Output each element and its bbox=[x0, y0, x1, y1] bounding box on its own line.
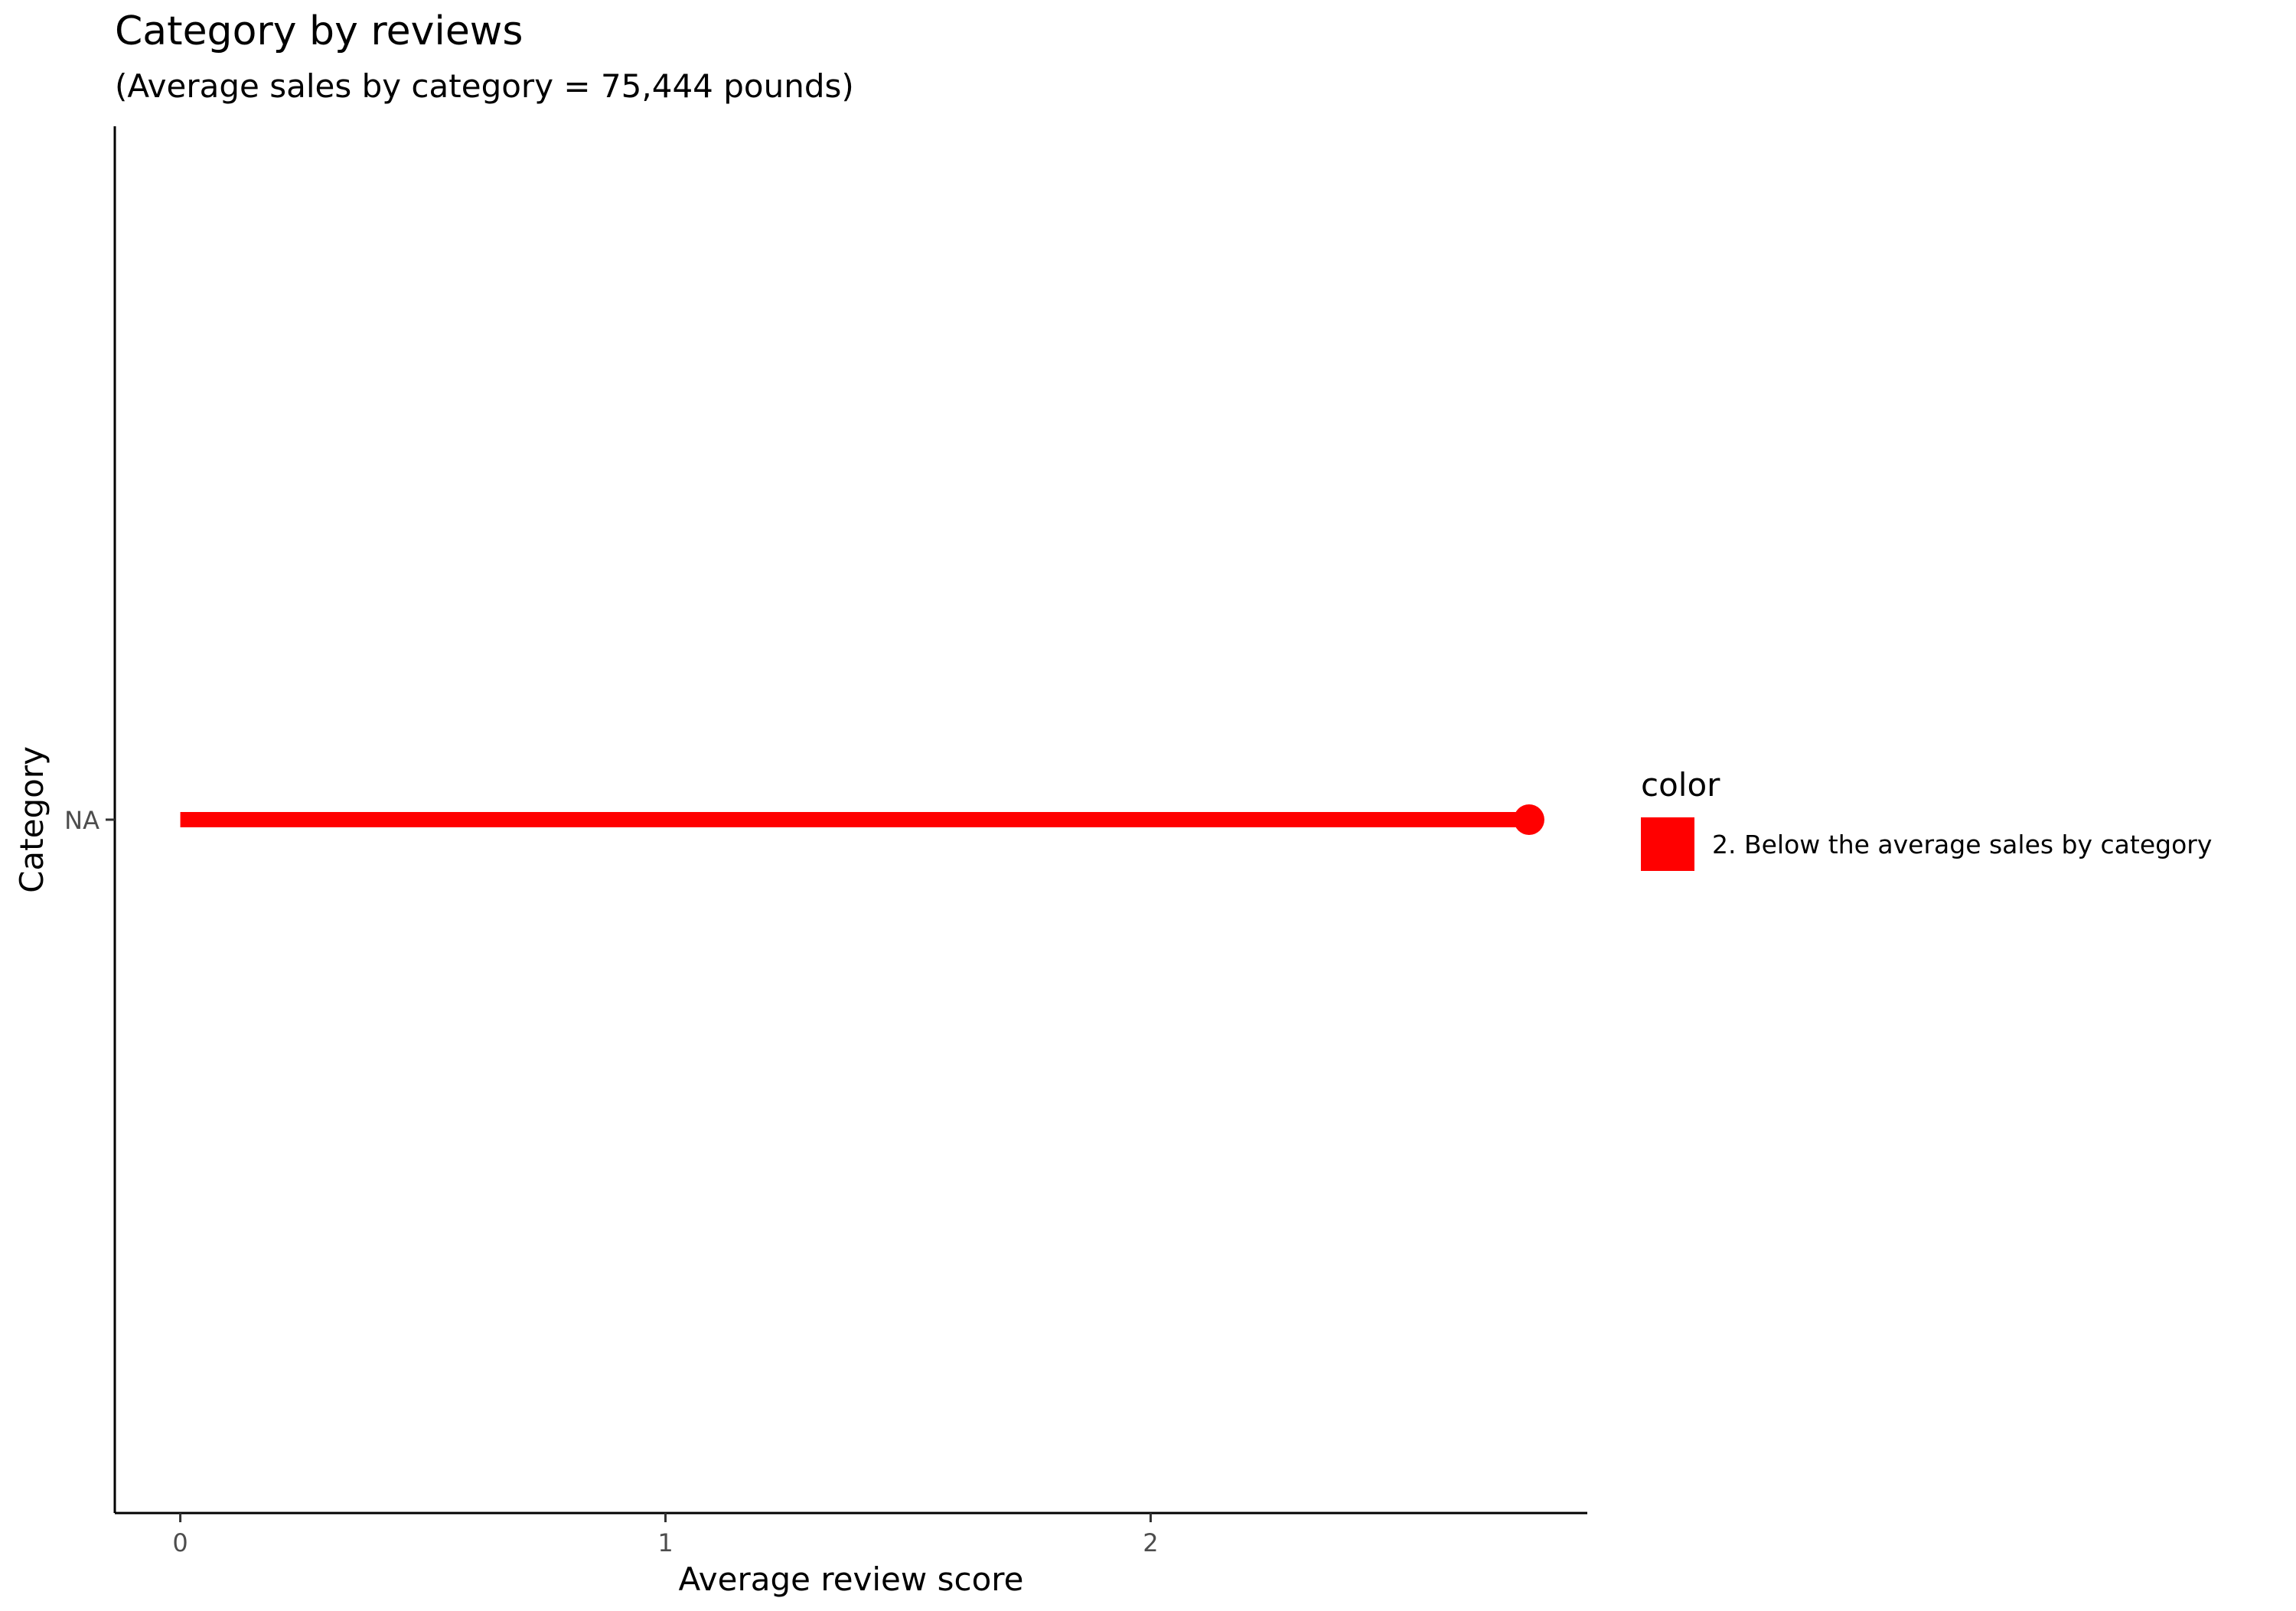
x-axis-label: Average review score bbox=[679, 1560, 1024, 1598]
y-ticks: NA bbox=[64, 806, 115, 835]
chart-subtitle: (Average sales by category = 75,444 poun… bbox=[115, 67, 854, 105]
chart-title: Category by reviews bbox=[115, 8, 523, 54]
y-tick-label: NA bbox=[64, 806, 99, 835]
x-tick-label: 0 bbox=[172, 1528, 188, 1557]
plot-area bbox=[180, 804, 1544, 835]
lollipop-point bbox=[1513, 804, 1544, 835]
legend: color 2. Below the average sales by cate… bbox=[1641, 766, 2212, 871]
legend-title: color bbox=[1641, 766, 1720, 804]
legend-entries: 2. Below the average sales by category bbox=[1641, 817, 2212, 871]
legend-key bbox=[1641, 817, 1694, 871]
y-axis-label: Category bbox=[13, 746, 51, 893]
legend-label: 2. Below the average sales by category bbox=[1712, 830, 2212, 859]
x-tick-label: 1 bbox=[657, 1528, 673, 1557]
x-tick-label: 2 bbox=[1143, 1528, 1158, 1557]
x-ticks: 0 1 2 bbox=[172, 1513, 1159, 1557]
